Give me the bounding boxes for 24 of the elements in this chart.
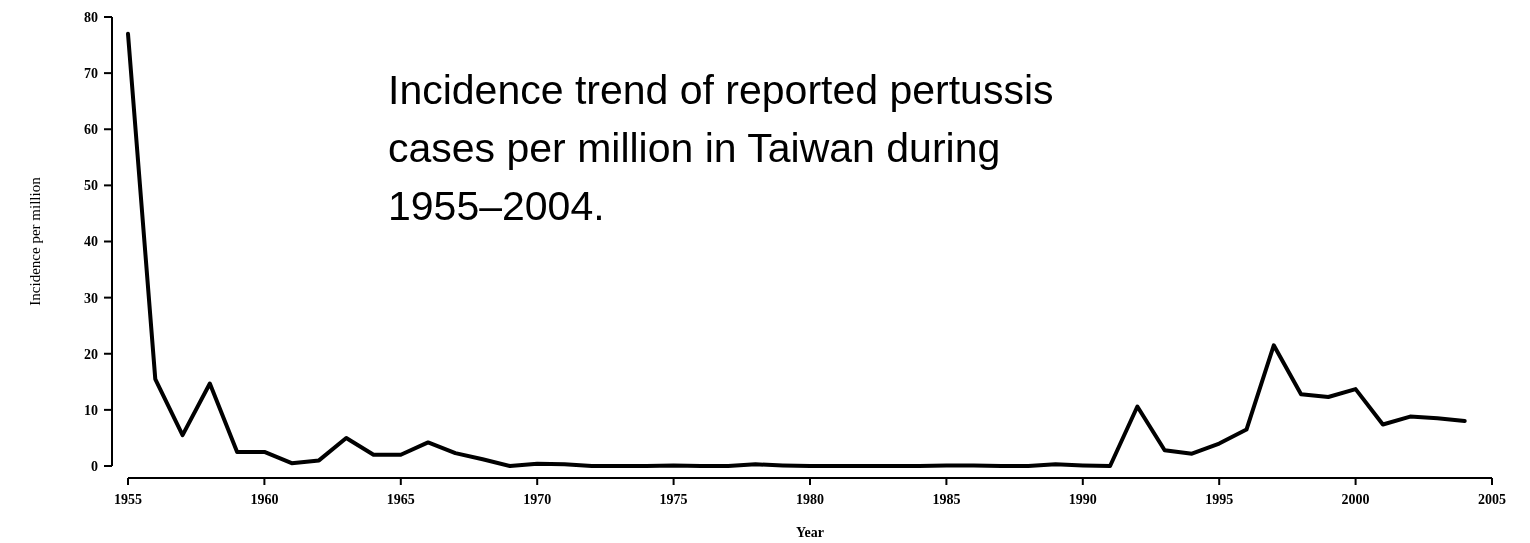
x-tick-label: 1990	[1068, 492, 1097, 507]
x-tick-label: 1970	[523, 492, 552, 507]
y-tick-label: 10	[84, 402, 98, 418]
x-tick-label: 2000	[1341, 492, 1370, 507]
y-tick-label: 50	[84, 178, 98, 194]
x-tick-label: 2005	[1478, 492, 1506, 507]
y-tick-label: 0	[91, 458, 98, 474]
y-tick-label: 70	[84, 66, 98, 82]
y-tick-label: 80	[84, 9, 98, 25]
y-tick-label: 20	[84, 346, 98, 362]
x-tick-label: 1980	[796, 492, 824, 507]
x-axis-title: Year	[796, 525, 824, 540]
x-tick-label: 1985	[932, 492, 961, 507]
y-tick-label: 60	[84, 122, 98, 138]
x-tick-label: 1955	[114, 492, 142, 507]
y-tick-label: 40	[84, 234, 98, 250]
x-tick-label: 1995	[1205, 492, 1234, 507]
x-tick-label: 1960	[250, 492, 279, 507]
y-tick-label: 30	[84, 290, 98, 306]
x-tick-label: 1975	[659, 492, 688, 507]
y-axis-title: Incidence per million	[27, 176, 43, 306]
line-series	[126, 31, 1467, 468]
x-tick-label: 1965	[386, 492, 415, 507]
text: Incidence trend of reported pertussis cases per million in Taiwan during 1955–2004.	[388, 67, 1054, 229]
